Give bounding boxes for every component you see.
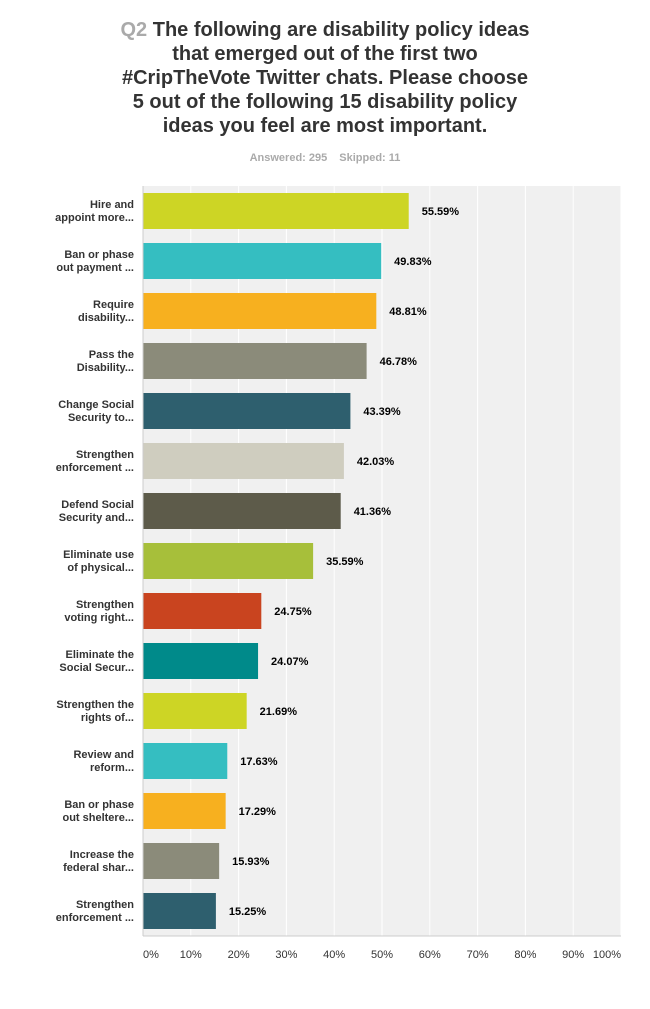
bar	[143, 793, 226, 829]
bar-value-label: 21.69%	[260, 706, 298, 718]
category-label: Security to...	[68, 412, 134, 424]
x-tick-label: 10%	[180, 949, 202, 961]
category-label: reform...	[90, 762, 134, 774]
bar	[143, 843, 220, 879]
bar-value-label: 48.81%	[389, 306, 427, 318]
skipped-count: Skipped: 11	[339, 152, 401, 164]
answered-count: Answered: 295	[249, 152, 328, 164]
bar	[143, 743, 228, 779]
x-tick-label: 0%	[143, 949, 159, 961]
bar-value-label: 41.36%	[354, 506, 392, 518]
category-label: Strengthen	[76, 899, 134, 911]
bar-value-label: 43.39%	[363, 406, 401, 418]
bar-value-label: 17.29%	[239, 806, 277, 818]
x-tick-label: 60%	[419, 949, 441, 961]
category-label: voting right...	[64, 612, 134, 624]
bar-value-label: 17.63%	[240, 756, 278, 768]
bar	[143, 393, 351, 429]
bar	[143, 693, 247, 729]
question-text-line-1: The following are disability policy idea…	[152, 19, 530, 41]
bar-value-label: 35.59%	[326, 556, 364, 568]
bar	[143, 893, 216, 929]
question-number: Q2	[120, 19, 148, 41]
bar-value-label: 15.25%	[229, 906, 267, 918]
category-label: Disability...	[77, 362, 134, 374]
category-label: Strengthen the	[56, 699, 134, 711]
bar	[143, 443, 344, 479]
bar-value-label: 42.03%	[357, 456, 395, 468]
category-label: appoint more...	[55, 212, 134, 224]
question-text-line-2: that emerged out of the first two	[172, 43, 478, 65]
category-label: disability...	[78, 312, 134, 324]
x-tick-label: 70%	[467, 949, 489, 961]
x-tick-label: 100%	[593, 949, 621, 961]
category-label: Ban or phase	[64, 249, 134, 261]
bar-value-label: 24.07%	[271, 656, 309, 668]
bar-value-label: 24.75%	[274, 606, 312, 618]
bar	[143, 293, 377, 329]
question-text-line-4: 5 out of the following 15 disability pol…	[132, 91, 518, 113]
category-label: Strengthen	[76, 599, 134, 611]
bar	[143, 193, 409, 229]
bar	[143, 593, 262, 629]
bar-value-label: 15.93%	[232, 856, 270, 868]
category-label: enforcement ...	[56, 462, 134, 474]
category-label: Hire and	[90, 199, 134, 211]
bar	[143, 643, 259, 679]
bar	[143, 343, 367, 379]
category-label: Security and...	[59, 512, 134, 524]
bar	[143, 243, 382, 279]
x-tick-label: 50%	[371, 949, 393, 961]
category-label: federal shar...	[63, 862, 134, 874]
category-label: Strengthen	[76, 449, 134, 461]
chart-title: Q2 The following are disability policy i…	[60, 18, 590, 138]
bar-value-label: 55.59%	[422, 206, 460, 218]
category-label: Ban or phase	[64, 799, 134, 811]
bar-value-label: 49.83%	[394, 256, 432, 268]
category-label: Eliminate use	[63, 549, 134, 561]
question-text-line-5: ideas you feel are most important.	[162, 115, 488, 137]
category-label: Pass the	[89, 349, 134, 361]
category-label: Require	[93, 299, 134, 311]
response-stats: Answered: 295 Skipped: 11	[0, 152, 650, 164]
category-label: out payment ...	[56, 262, 134, 274]
category-label: Change Social	[58, 399, 134, 411]
x-tick-label: 90%	[562, 949, 584, 961]
category-label: out sheltere...	[62, 812, 134, 824]
x-tick-label: 80%	[514, 949, 536, 961]
bar	[143, 493, 341, 529]
bar-value-label: 46.78%	[380, 356, 418, 368]
x-tick-label: 40%	[323, 949, 345, 961]
question-text-line-3: #CripTheVote Twitter chats. Please choos…	[121, 67, 529, 89]
x-tick-label: 20%	[228, 949, 250, 961]
category-label: Defend Social	[61, 499, 134, 511]
x-tick-label: 30%	[275, 949, 297, 961]
category-label: Increase the	[70, 849, 134, 861]
category-label: Review and	[73, 749, 134, 761]
category-label: of physical...	[67, 562, 134, 574]
category-label: Eliminate the	[66, 649, 134, 661]
category-label: enforcement ...	[56, 912, 134, 924]
category-label: rights of...	[81, 712, 134, 724]
category-label: Social Secur...	[59, 662, 134, 674]
bar	[143, 543, 314, 579]
